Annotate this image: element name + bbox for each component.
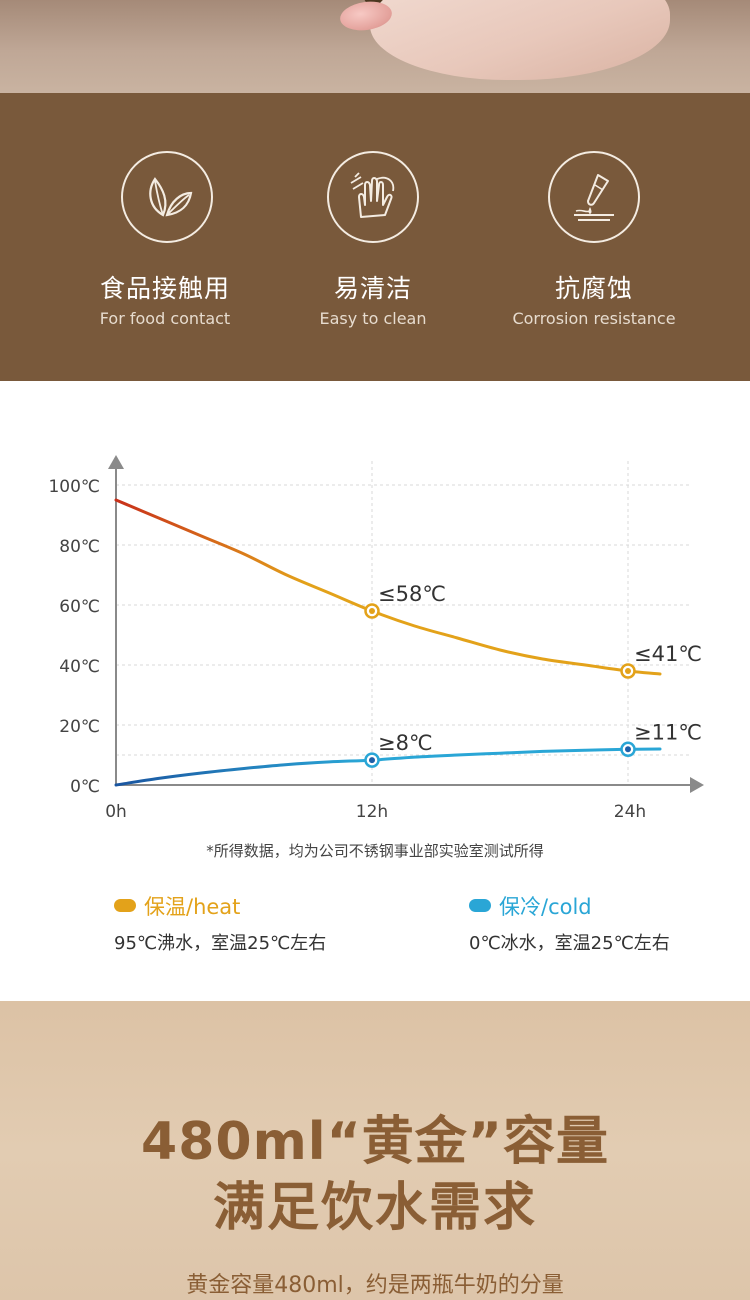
capacity-headline-line2: 满足饮水需求 xyxy=(212,1178,537,1238)
feature-title-zh: 易清洁 xyxy=(333,274,412,303)
capacity-panel: 480ml“黄金”容量 满足饮水需求 黄金容量480ml，约是两瓶牛奶的分量 xyxy=(0,1001,750,1300)
wiping-hand-icon xyxy=(350,172,395,218)
y-tick-label: 0℃ xyxy=(70,777,100,797)
x-tick-label: 24h xyxy=(614,802,646,822)
y-tick-label: 80℃ xyxy=(59,537,100,557)
feature-icon-circle xyxy=(327,151,419,243)
feature-title-en: Easy to clean xyxy=(319,309,427,328)
legend-heat-title: 保温/heat xyxy=(144,895,241,919)
cold-marker-dot xyxy=(369,757,375,764)
hand-image xyxy=(370,0,670,80)
legend-heat-swatch xyxy=(114,899,136,912)
y-tick-label: 60℃ xyxy=(59,597,100,617)
y-tick-label: 40℃ xyxy=(59,657,100,677)
legend-cold-swatch xyxy=(469,899,491,912)
cold-marker-dot xyxy=(625,746,631,753)
heat-data-label: ≤41℃ xyxy=(634,642,702,666)
heat-data-label: ≤58℃ xyxy=(378,582,446,606)
temperature-chart: 100℃ 80℃ 60℃ 40℃ 20℃ 0℃ 0h 12h 24h ≤58℃ ≤41℃ ≥8℃ ≥1… xyxy=(0,381,750,1001)
feature-title-en: Corrosion resistance xyxy=(512,309,676,328)
cold-data-label: ≥8℃ xyxy=(378,731,433,755)
feature-icon-circle xyxy=(548,151,640,243)
x-tick-label: 12h xyxy=(356,802,388,822)
features-band: 食品接触用 For food contact 易清洁 Easy to clean xyxy=(0,93,750,381)
feature-title-zh: 抗腐蚀 xyxy=(554,274,633,303)
feature-icon-circle xyxy=(121,151,213,243)
test-tube-drop-icon xyxy=(574,174,614,221)
temperature-chart-svg: 100℃ 80℃ 60℃ 40℃ 20℃ 0℃0h 12h 24h ≤58℃ ≤41℃ ≥8℃ ≥1… xyxy=(48,455,704,822)
feature-title-zh: 食品接触用 xyxy=(99,274,230,303)
y-tick-label: 100℃ xyxy=(48,477,100,497)
product-photo-strip xyxy=(0,0,750,93)
legend-cold-title: 保冷/cold xyxy=(499,895,592,919)
cold-series-line xyxy=(114,747,662,787)
legend-heat-description: 95℃沸水，室温25℃左右 xyxy=(114,933,327,954)
capacity-subtitle: 黄金容量480ml，约是两瓶牛奶的分量 xyxy=(186,1273,564,1298)
y-axis-arrow xyxy=(108,455,124,469)
heat-marker-dot xyxy=(625,668,631,674)
x-axis-arrow xyxy=(690,777,704,793)
cold-data-label: ≥11℃ xyxy=(634,720,702,744)
chart-footnote: *所得数据，均为公司不锈钢事业部实验室测试所得 xyxy=(206,842,544,860)
heat-marker-dot xyxy=(369,608,375,614)
y-tick-label: 20℃ xyxy=(59,717,100,737)
leaves-icon xyxy=(149,177,193,217)
x-tick-label: 0h xyxy=(105,802,127,822)
legend-cold-description: 0℃冰水，室温25℃左右 xyxy=(469,933,670,954)
feature-title-en: For food contact xyxy=(99,309,231,328)
heat-series-line xyxy=(114,498,662,676)
capacity-headline-line1: 480ml“黄金”容量 xyxy=(141,1112,609,1172)
